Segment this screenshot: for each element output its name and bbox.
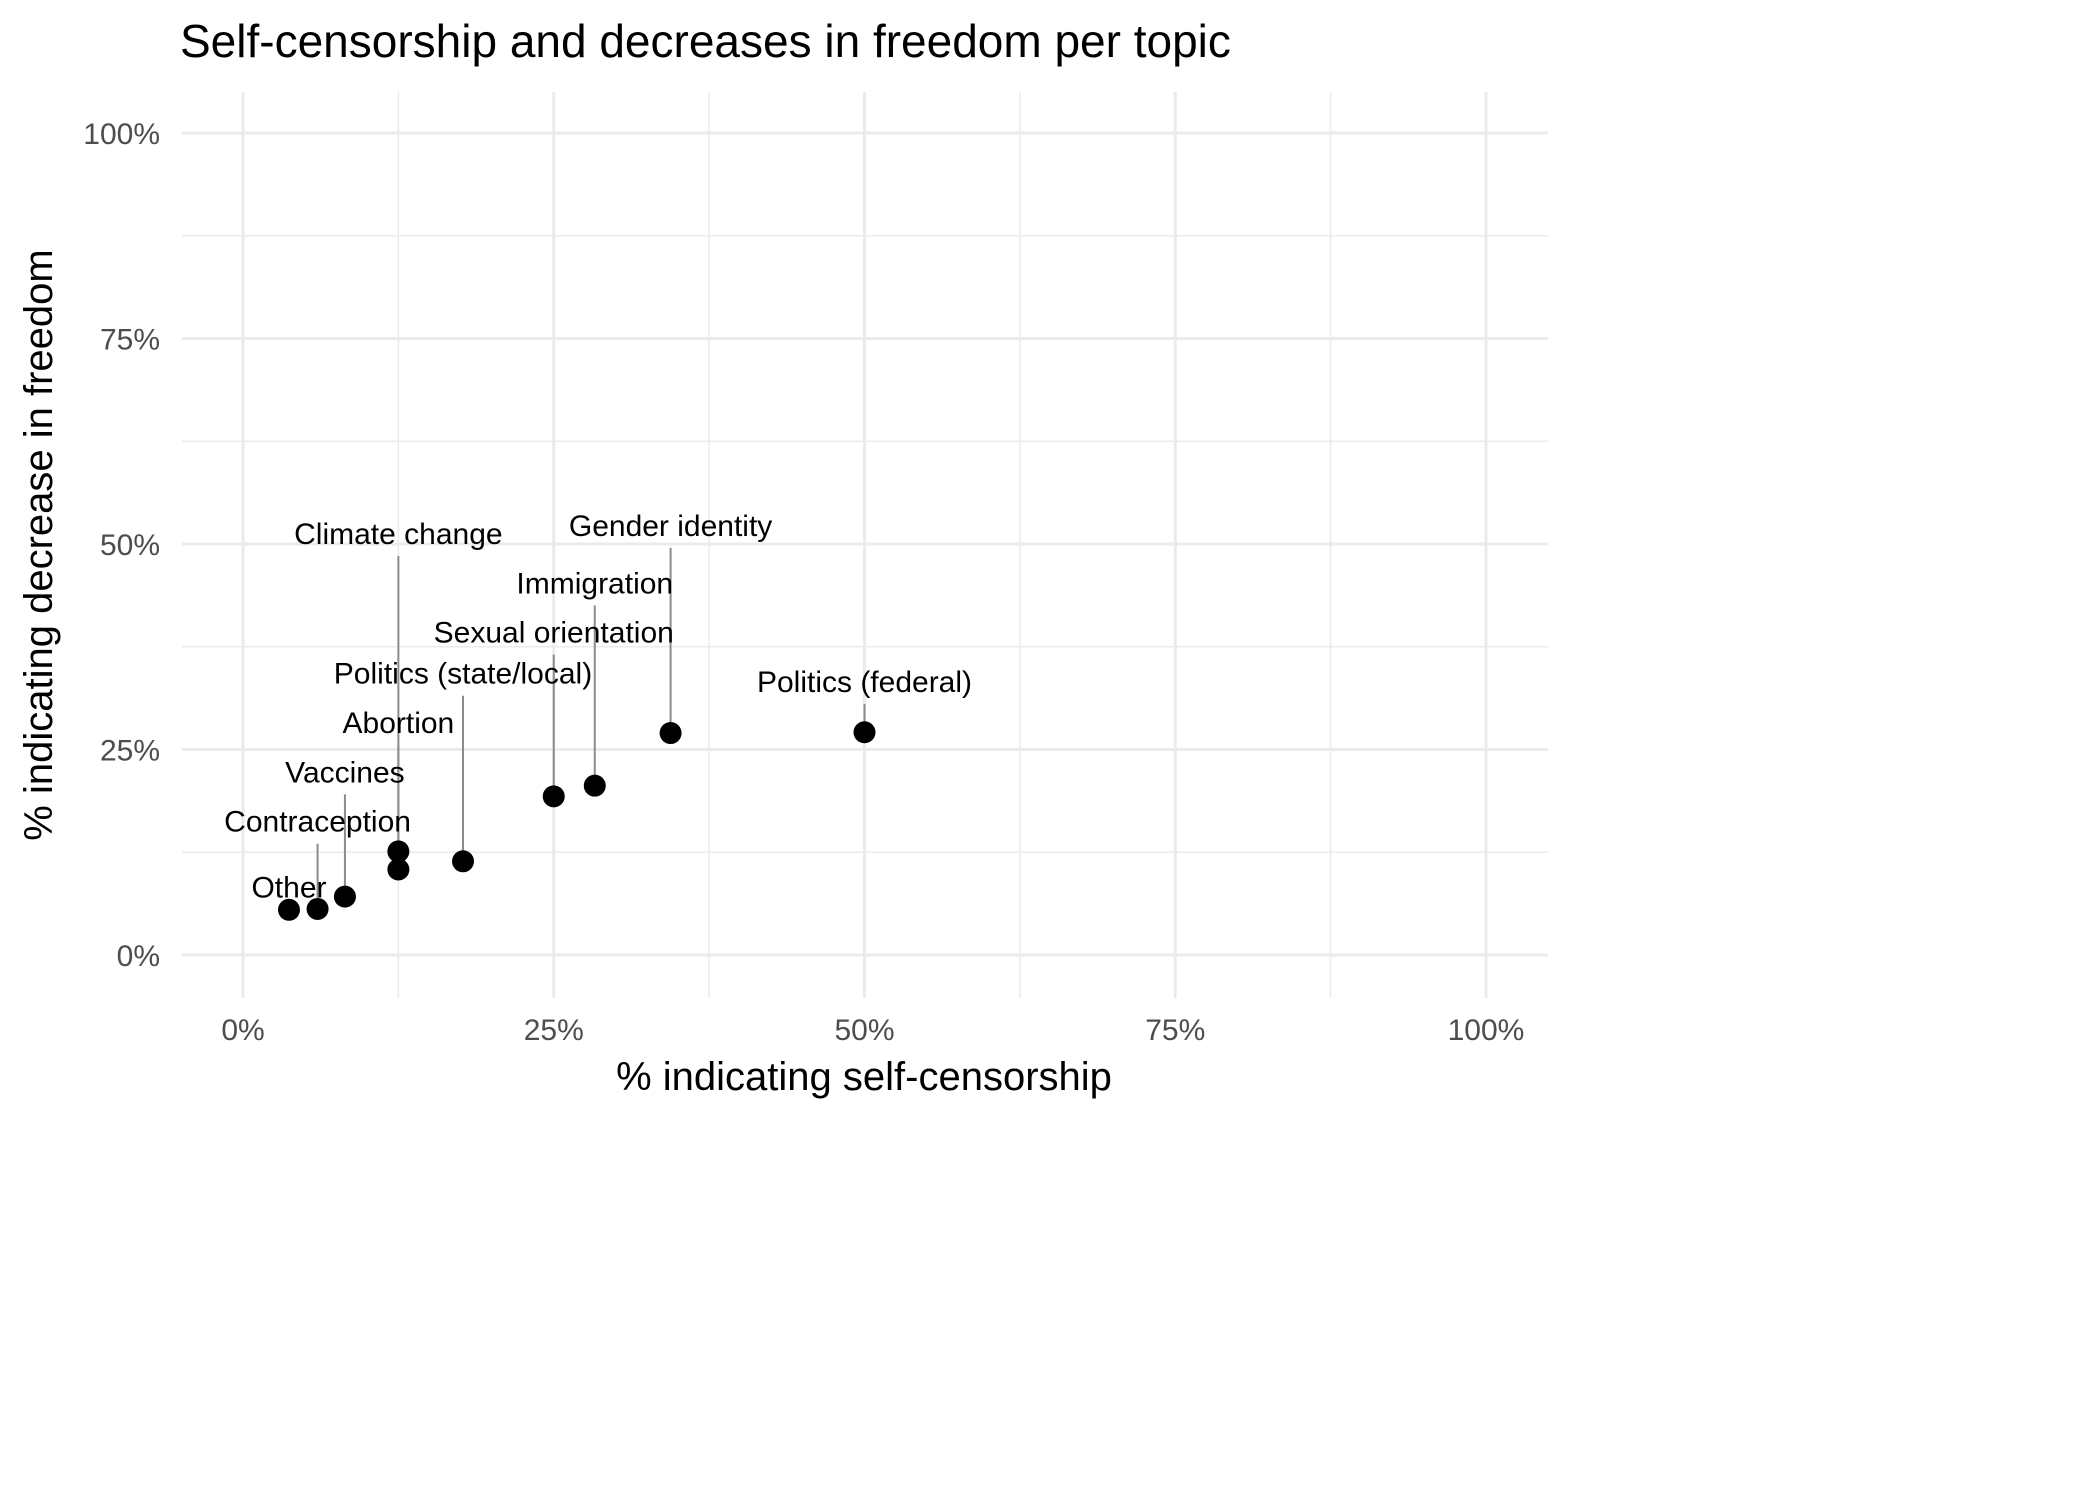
point-label: Climate change [294,518,502,551]
scatter-plot: Other Contraception Vaccines Abortion Climat… [17,92,1548,1099]
data-point [333,885,356,908]
point-label: Contraception [224,806,411,839]
y-tick-label: 0% [117,940,160,973]
x-tick-label: 50% [834,1014,894,1047]
data-point [387,840,410,863]
data-point [542,785,565,808]
chart-title: Self-censorship and decreases in freedom… [180,15,1231,67]
x-tick-label: 100% [1448,1014,1525,1047]
point-label: Abortion [343,707,455,740]
y-tick-label: 75% [100,324,160,357]
y-tick-label: 100% [83,118,160,151]
data-point [659,722,682,745]
data-point [452,850,475,873]
data-point [583,774,606,797]
data-point [306,897,329,920]
point-label: Politics (federal) [757,666,972,699]
data-point [387,858,410,881]
point-label: Immigration [516,567,673,600]
point-label: Politics (state/local) [334,658,592,691]
data-point [853,721,876,744]
x-tick-label: 75% [1145,1014,1205,1047]
data-point [277,898,300,921]
point-label: Other [251,871,326,904]
point-label: Vaccines [285,756,405,789]
point-label: Gender identity [569,510,772,543]
point-labels: Other Contraception Vaccines Abortion Climat… [224,510,972,905]
tick-labels: 0% 25% 50% 75% 100% 0% 25% 50% 75% 100% [83,118,1524,1047]
x-axis-label: % indicating self-censorship [616,1055,1112,1099]
y-tick-label: 25% [100,735,160,768]
grid-layer [182,92,1548,998]
x-tick-label: 25% [524,1014,584,1047]
data-points [277,721,876,921]
point-label: Sexual orientation [434,617,674,650]
y-tick-label: 50% [100,529,160,562]
y-axis-label: % indicating decrease in freedom [17,249,61,840]
x-tick-label: 0% [221,1014,264,1047]
